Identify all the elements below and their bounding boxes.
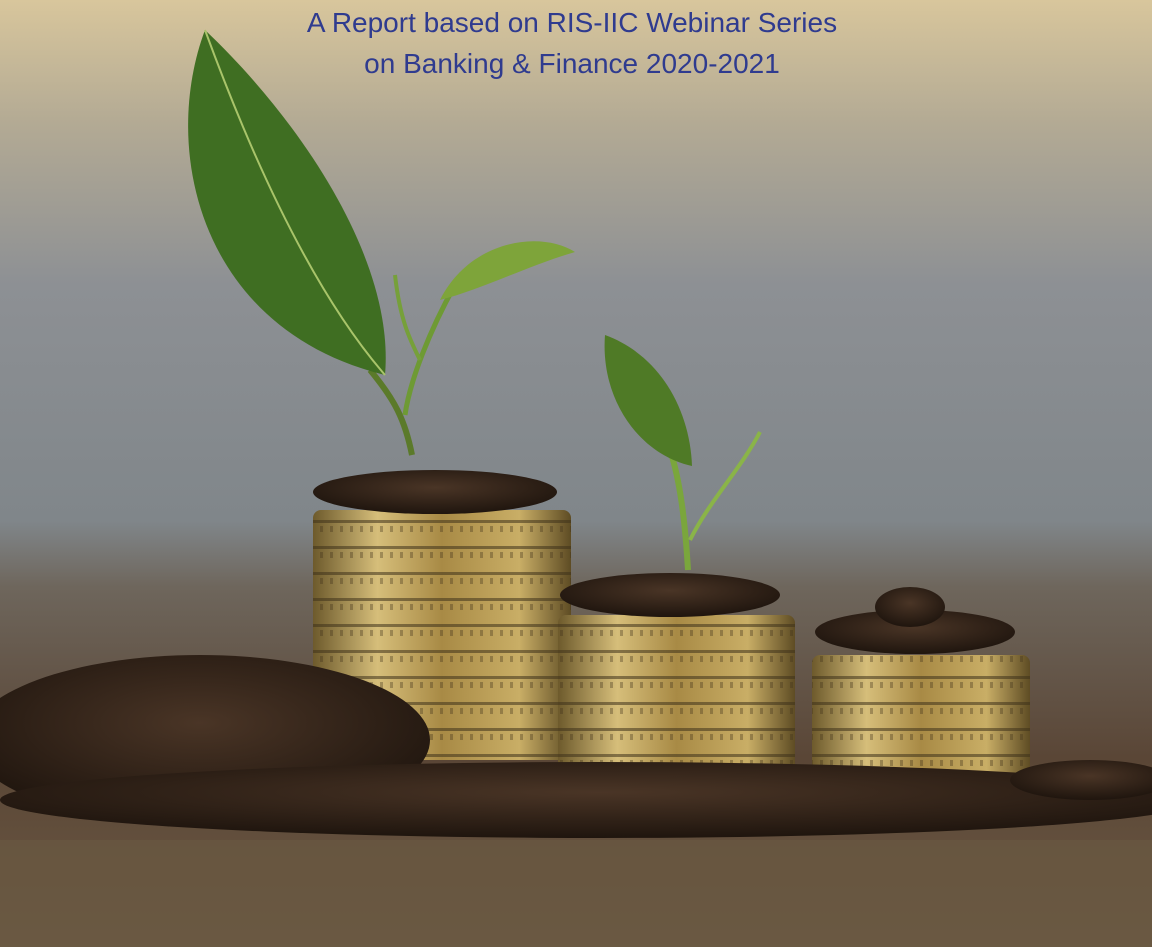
subtitle-line: on Banking & Finance 2020-2021 bbox=[364, 48, 780, 79]
plants bbox=[188, 29, 762, 571]
coin-stacks bbox=[313, 510, 1030, 780]
soil bbox=[0, 470, 1152, 838]
table-reflection bbox=[0, 840, 1152, 947]
subtitle-line: A Report based on RIS-IIC Webinar Series bbox=[307, 7, 837, 38]
